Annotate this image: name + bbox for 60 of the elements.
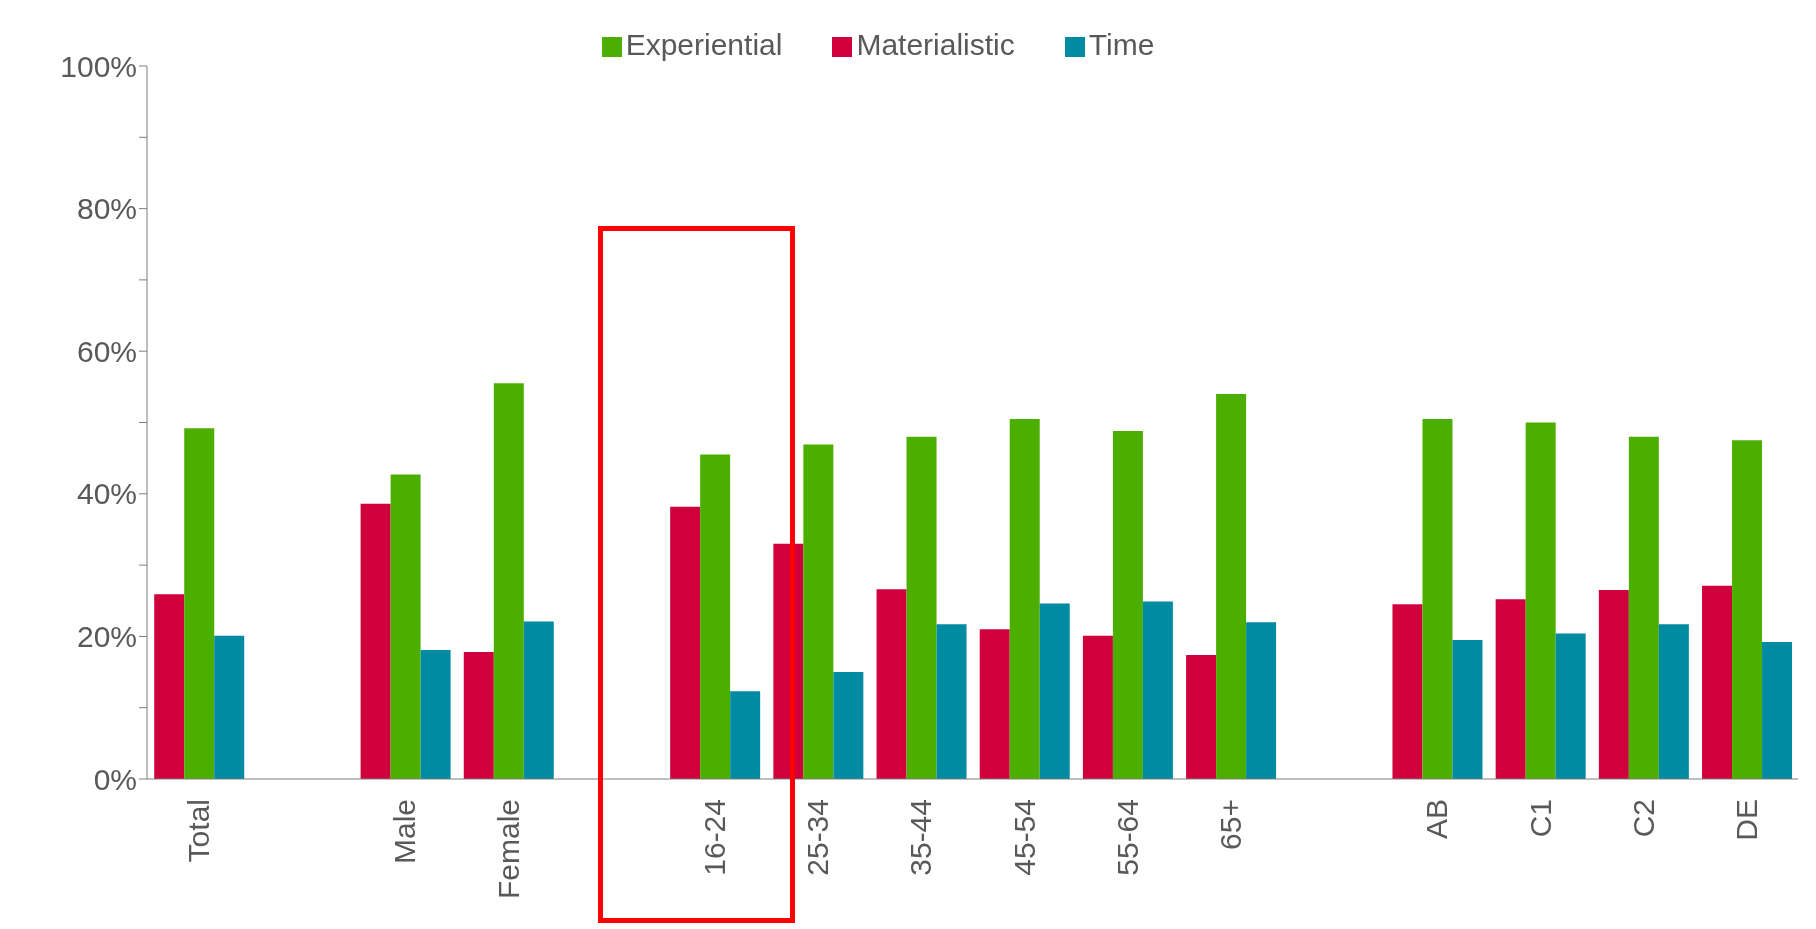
- bar: [906, 436, 937, 779]
- x-tick-label: C2: [1626, 799, 1660, 838]
- x-tick-label: Female: [491, 799, 525, 900]
- x-tick-label: Male: [388, 799, 422, 865]
- x-tick-label: 65+: [1213, 799, 1247, 850]
- bar: [1658, 624, 1689, 779]
- y-tick-label: 40%: [76, 477, 137, 511]
- bar: [670, 506, 701, 779]
- bar: [1702, 585, 1733, 779]
- bar: [154, 594, 185, 779]
- bar: [1392, 604, 1423, 779]
- bar: [730, 691, 761, 779]
- bar: [463, 652, 494, 779]
- bar: [700, 454, 731, 779]
- bar: [184, 428, 215, 779]
- bar: [1186, 654, 1217, 779]
- x-tick-label: 16-24: [698, 799, 732, 876]
- x-tick-label: 55-64: [1110, 799, 1144, 876]
- legend-label: Experiential: [625, 28, 783, 61]
- bar: [1555, 633, 1586, 779]
- bar: [979, 629, 1010, 779]
- x-tick-label: 35-44: [904, 799, 938, 876]
- bar: [1598, 590, 1629, 779]
- bar: [390, 474, 421, 779]
- bar: [1216, 393, 1247, 779]
- bar: [1112, 431, 1143, 779]
- bar: [1732, 440, 1763, 779]
- bar: [1082, 635, 1113, 779]
- bar: [1495, 599, 1526, 779]
- bar: [1422, 418, 1453, 779]
- y-tick-label: 20%: [76, 620, 137, 654]
- bar: [523, 621, 554, 779]
- bar: [936, 624, 967, 779]
- x-tick-label: DE: [1729, 799, 1763, 841]
- x-tick-label: Total: [182, 799, 216, 863]
- y-tick-label: 60%: [76, 334, 137, 368]
- x-tick-label: 25-34: [801, 799, 835, 876]
- y-tick-label: 100%: [60, 49, 137, 83]
- bar: [1628, 436, 1659, 779]
- bar: [1009, 418, 1040, 779]
- bar: [1039, 603, 1070, 779]
- bar: [1246, 622, 1277, 779]
- bar: [1762, 642, 1793, 779]
- x-tick-label: C1: [1523, 799, 1557, 838]
- y-tick-label: 80%: [76, 192, 137, 226]
- legend-label: Materialistic: [856, 28, 1015, 61]
- legend-label: Time: [1088, 28, 1155, 61]
- y-tick-label: 0%: [93, 762, 137, 796]
- bar: [1142, 601, 1173, 779]
- bar: [214, 635, 245, 779]
- bar: [420, 649, 451, 779]
- bar: [1452, 639, 1483, 779]
- x-tick-label: AB: [1420, 799, 1454, 840]
- bar: [833, 672, 864, 779]
- bar: [1525, 422, 1556, 779]
- bar: [493, 383, 524, 779]
- bar: [360, 503, 391, 779]
- bar: [803, 444, 834, 779]
- bar: [876, 589, 907, 779]
- x-tick-label: 45-54: [1007, 799, 1041, 876]
